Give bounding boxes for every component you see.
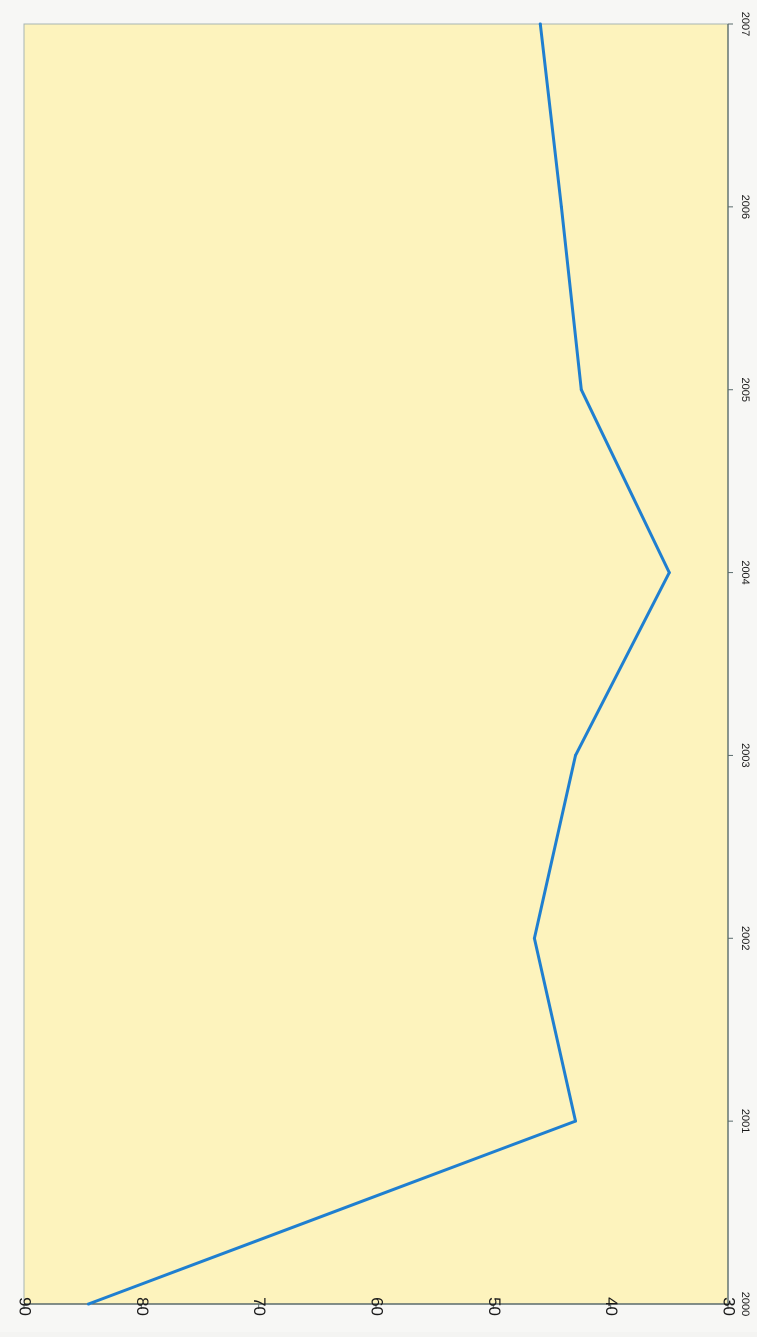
data-point [573, 753, 577, 757]
data-point [667, 571, 671, 575]
x-tick-label: 2000 [739, 1292, 751, 1316]
y-tick-label: 60 [368, 1297, 387, 1316]
axes [23, 23, 733, 1309]
data-point [579, 388, 583, 392]
series-line-0 [87, 22, 671, 1306]
x-tick-label: 2003 [739, 743, 751, 767]
x-tick-label: 2002 [739, 926, 751, 950]
x-tick-label: 2005 [739, 377, 751, 401]
y-tick-label: 90 [16, 1297, 35, 1316]
data-point [559, 205, 563, 209]
y-tick-label: 50 [485, 1297, 504, 1316]
y-tick-label: 40 [602, 1297, 621, 1316]
x-tick-label: 2006 [739, 195, 751, 219]
data-point [87, 1302, 91, 1306]
x-tick-label: 2007 [739, 12, 751, 36]
data-point [573, 1119, 577, 1123]
plot-area [23, 23, 729, 1305]
data-point [538, 22, 542, 26]
y-tick-label: 70 [250, 1297, 269, 1316]
series [87, 22, 671, 1306]
y-tick-label: 80 [133, 1297, 152, 1316]
y-tick-label: 30 [720, 1297, 739, 1316]
tick-labels: 2000 2001 2002 2003 2004 2005 2006 2007 30 40 50 60… [16, 12, 752, 1316]
x-tick-label: 2004 [739, 560, 751, 584]
data-point [532, 936, 536, 940]
x-tick-label: 2001 [739, 1109, 751, 1133]
